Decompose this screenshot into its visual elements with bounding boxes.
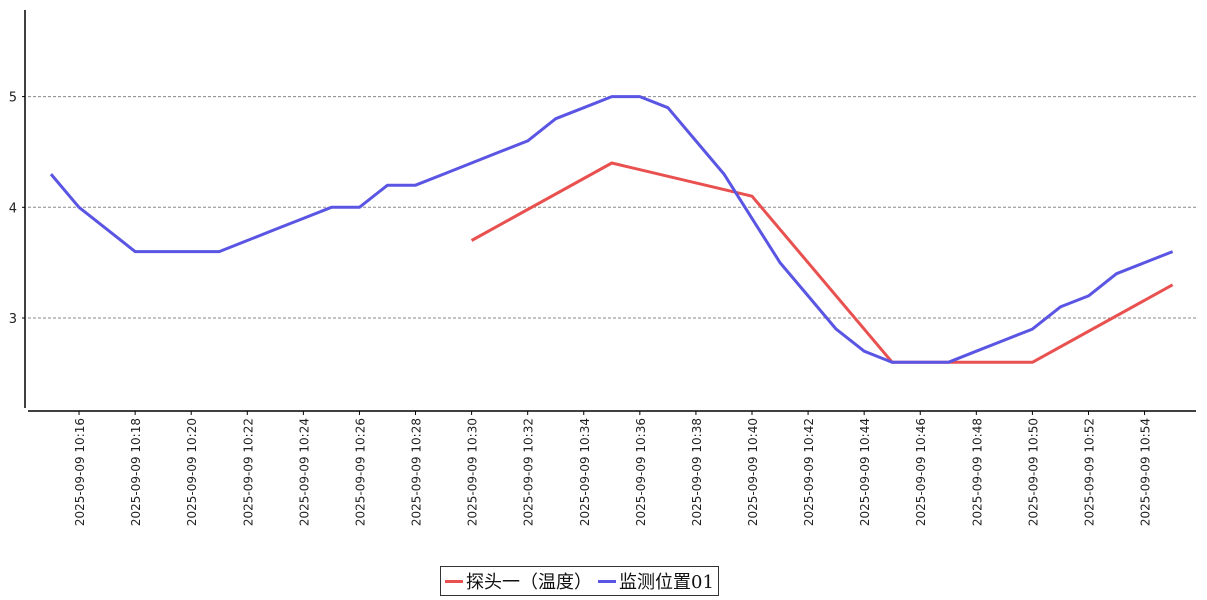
- y-tick-label: 4: [9, 201, 17, 216]
- x-tick-label: 2025-09-09 10:44: [858, 418, 872, 526]
- x-tick-label: 2025-09-09 10:40: [746, 418, 760, 526]
- x-tick-label: 2025-09-09 10:38: [690, 418, 704, 526]
- x-tick-label: 2025-09-09 10:34: [578, 418, 592, 526]
- legend-label-series-2: 监测位置01: [619, 572, 714, 593]
- legend: 探头一（温度） 监测位置01: [440, 566, 719, 596]
- legend-item-series-2[interactable]: 监测位置01: [598, 568, 714, 594]
- legend-swatch-series-1: [445, 579, 463, 583]
- series-line-1: [470, 161, 1174, 364]
- x-tick-label: 2025-09-09 10:30: [466, 418, 480, 526]
- axes: [24, 10, 1196, 412]
- x-tick-label: 2025-09-09 10:48: [970, 418, 984, 526]
- x-tick-label: 2025-09-09 10:28: [410, 418, 424, 526]
- legend-item-series-1[interactable]: 探头一（温度）: [445, 568, 592, 594]
- legend-label-series-1: 探头一（温度）: [466, 572, 592, 593]
- x-tick-label: 2025-09-09 10:32: [522, 418, 536, 526]
- x-tick-label: 2025-09-09 10:50: [1026, 418, 1040, 526]
- x-tick-label: 2025-09-09 10:20: [185, 418, 199, 526]
- y-tick-label: 3: [9, 312, 17, 327]
- series-lines: [49, 95, 1174, 364]
- x-tick-label: 2025-09-09 10:18: [129, 418, 143, 526]
- grid-lines: [28, 96, 1196, 319]
- y-tick-labels: 3 4 5: [9, 91, 25, 327]
- x-tick-label: 2025-09-09 10:16: [73, 418, 87, 526]
- x-tick-label: 2025-09-09 10:24: [297, 418, 311, 526]
- x-tick-label: 2025-09-09 10:46: [914, 418, 928, 526]
- y-tick-label: 5: [9, 91, 17, 106]
- x-tick-label: 2025-09-09 10:36: [634, 418, 648, 526]
- series-line-2: [49, 95, 1174, 364]
- x-tick-label: 2025-09-09 10:26: [353, 418, 367, 526]
- x-tick-labels: 2025-09-09 10:16 2025-09-09 10:18 2025-09-…: [73, 411, 1153, 526]
- legend-swatch-series-2: [598, 579, 616, 583]
- x-tick-label: 2025-09-09 10:52: [1082, 418, 1096, 526]
- x-tick-label: 2025-09-09 10:22: [241, 418, 255, 526]
- x-tick-label: 2025-09-09 10:54: [1139, 418, 1153, 526]
- x-tick-label: 2025-09-09 10:42: [802, 418, 816, 526]
